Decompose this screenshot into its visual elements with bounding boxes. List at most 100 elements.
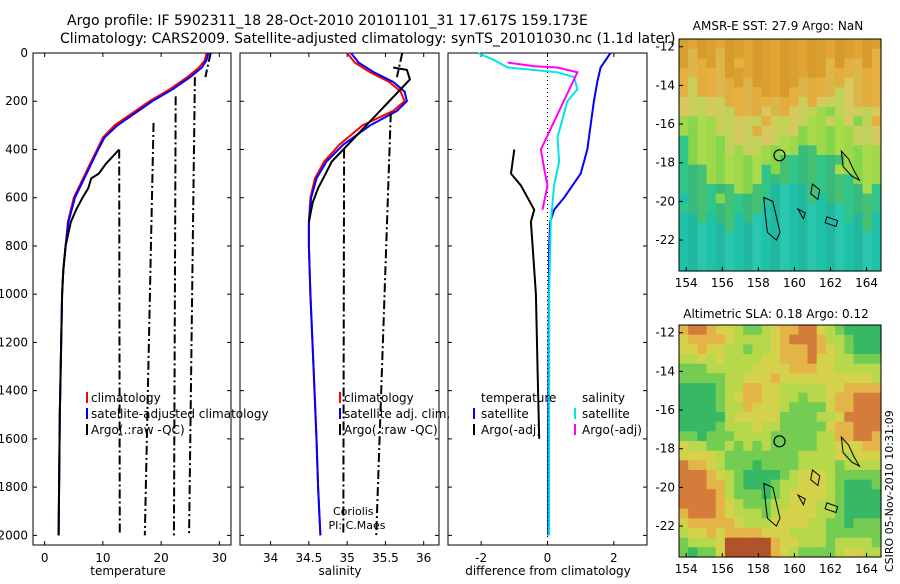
sla-map-cell <box>844 363 855 374</box>
sst-map-cell <box>743 164 754 175</box>
sst-map-cell <box>761 174 772 185</box>
sst-map-cell <box>816 222 827 233</box>
sla-map-cell <box>688 334 698 345</box>
temperature-x-tick-label: 10 <box>95 551 110 565</box>
sla-map-cell <box>835 431 845 442</box>
sla-map-cell <box>816 373 827 384</box>
sst-map-cell <box>734 126 744 137</box>
sst-map-cell <box>825 164 836 175</box>
sst-map-cell <box>825 106 836 117</box>
depth-tick-label: 0 <box>20 46 28 60</box>
sst-map-cell <box>752 174 763 185</box>
sla-map-cell <box>743 508 754 519</box>
map-lat-tick-label: -16 <box>655 403 675 417</box>
sla-map-cell <box>862 489 873 500</box>
sla-map-cell <box>770 325 781 336</box>
sst-map-cell <box>780 135 790 146</box>
sla-map-cell <box>679 334 689 345</box>
sst-map-cell <box>679 174 689 185</box>
sst-map-cell <box>853 145 864 156</box>
temperature-argo-qc-dash-dot--segment <box>172 96 177 536</box>
sla-map-cell <box>679 499 689 510</box>
sst-map-cell <box>743 97 754 108</box>
sla-map-cell <box>688 499 698 510</box>
sla-map-cell <box>706 392 717 403</box>
sla-map-cell <box>715 518 726 529</box>
sla-map-cell <box>770 450 781 461</box>
sst-map-cell <box>844 261 855 272</box>
sla-map-cell <box>798 412 809 423</box>
sst-map-cell <box>715 242 726 253</box>
sst-map-cell <box>807 126 818 137</box>
sla-map-cell <box>789 489 799 500</box>
sla-map-cell <box>743 489 754 500</box>
sst-map-cell <box>715 174 726 185</box>
sst-map-cell <box>844 97 855 108</box>
sst-map-cell <box>780 232 790 243</box>
sst-map-cell <box>770 97 781 108</box>
sla-map-cell <box>679 344 689 355</box>
sst-map-cell <box>743 145 754 156</box>
sla-map-cell <box>780 489 790 500</box>
sla-map-cell <box>752 412 763 423</box>
sst-map-cell <box>752 135 763 146</box>
sla-map-cell <box>697 344 708 355</box>
salinity-plot: 34 34.5 35 35.5 36 <box>263 52 431 565</box>
legend-label-climatology: climatology <box>91 391 161 405</box>
sst-map-cell <box>734 106 744 117</box>
sla-map-cell <box>743 528 754 539</box>
depth-tick-label: 1800 <box>0 480 28 494</box>
sst-map-cell <box>844 135 855 146</box>
sst-map-cell <box>871 251 882 262</box>
sst-map-cell <box>798 232 809 243</box>
sla-map-cell <box>835 325 845 336</box>
sst-map-cell <box>770 77 781 88</box>
sla-map-cell <box>770 528 781 539</box>
sst-map-cell <box>761 39 772 50</box>
sst-map-cell <box>862 213 873 224</box>
sla-map-cell <box>706 383 717 394</box>
sst-map-cell <box>697 203 708 214</box>
sst-map-cell <box>734 261 744 272</box>
sst-map-cell <box>853 135 864 146</box>
sla-map-cell <box>724 412 735 423</box>
sla-map-cell <box>761 499 772 510</box>
sla-map-cell <box>780 402 790 413</box>
sst-map-cell <box>807 174 818 185</box>
sla-map-cell <box>697 441 708 452</box>
sst-map-cell <box>853 77 864 88</box>
sst-map-cell <box>807 242 818 253</box>
sst-map-cell <box>789 48 799 59</box>
sla-map-cell <box>734 499 744 510</box>
sst-map-cell <box>679 106 689 117</box>
sla-map-cell <box>807 354 818 365</box>
sla-map-cell <box>715 354 726 365</box>
sst-map-cell <box>780 184 790 195</box>
depth-tick-label: 1200 <box>0 335 28 349</box>
salinity-legend: climatology satellite adj. clim. Argo(.:… <box>339 391 450 437</box>
sla-map-cell <box>825 383 836 394</box>
sst-map-cell <box>780 106 790 117</box>
sst-map-cell <box>807 97 818 108</box>
sla-map-cell <box>770 412 781 423</box>
sst-map-cell <box>724 116 735 127</box>
coastline <box>824 502 839 514</box>
sst-map-cell <box>871 164 882 175</box>
sla-map-cell <box>871 470 882 481</box>
sst-map-cell <box>798 145 809 156</box>
sla-map-cell <box>835 441 845 452</box>
sla-map-cell <box>798 354 809 365</box>
sla-map-cell <box>706 499 717 510</box>
sst-map-cell <box>706 135 717 146</box>
sst-map-title: AMSR-E SST: 27.9 Argo: NaN <box>693 19 863 33</box>
sst-map-cell <box>807 184 818 195</box>
sla-map-cell <box>853 344 864 355</box>
sla-map-cell <box>770 441 781 452</box>
sla-map-cell <box>780 441 790 452</box>
sst-map-cell <box>688 106 698 117</box>
difference-plot: -2 0 2 <box>475 52 618 565</box>
sla-map-cell <box>679 354 689 365</box>
sla-map-cell <box>862 412 873 423</box>
sla-map-cell <box>770 421 781 432</box>
sst-map-cell <box>780 203 790 214</box>
